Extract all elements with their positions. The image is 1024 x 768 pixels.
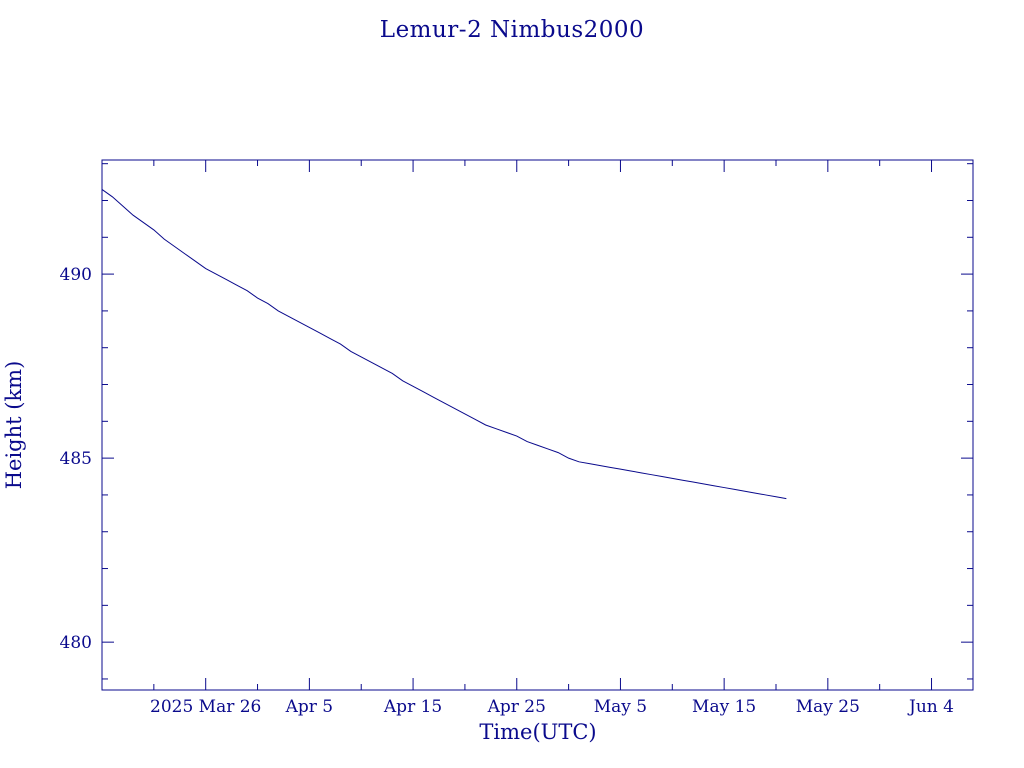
- height-series-line: [101, 189, 787, 500]
- x-tick-label: Apr 25: [487, 697, 546, 717]
- x-tick-label: 2025 Mar 26: [150, 697, 261, 717]
- y-tick-label: 485: [60, 449, 92, 469]
- x-tick-label: Apr 5: [285, 697, 334, 717]
- x-tick-label: May 15: [692, 697, 756, 717]
- y-tick-label: 490: [60, 265, 92, 285]
- x-tick-label: Apr 15: [383, 697, 442, 717]
- y-tick-label: 480: [60, 633, 92, 653]
- x-axis-ticks: [153, 160, 933, 690]
- y-axis-label: Height (km): [2, 361, 26, 490]
- plot-frame: [101, 159, 974, 691]
- chart-title: Lemur-2 Nimbus2000: [380, 17, 644, 43]
- x-axis-label: Time(UTC): [479, 720, 596, 744]
- y-axis-tick-labels: 480 485 490: [60, 265, 92, 653]
- x-axis-tick-labels: 2025 Mar 26 Apr 5 Apr 15 Apr 25 May 5 May 15 M…: [150, 697, 954, 717]
- x-tick-label: Jun 4: [907, 697, 954, 717]
- x-tick-label: May 25: [796, 697, 860, 717]
- x-tick-label: May 5: [594, 697, 647, 717]
- y-axis-ticks: [102, 163, 973, 680]
